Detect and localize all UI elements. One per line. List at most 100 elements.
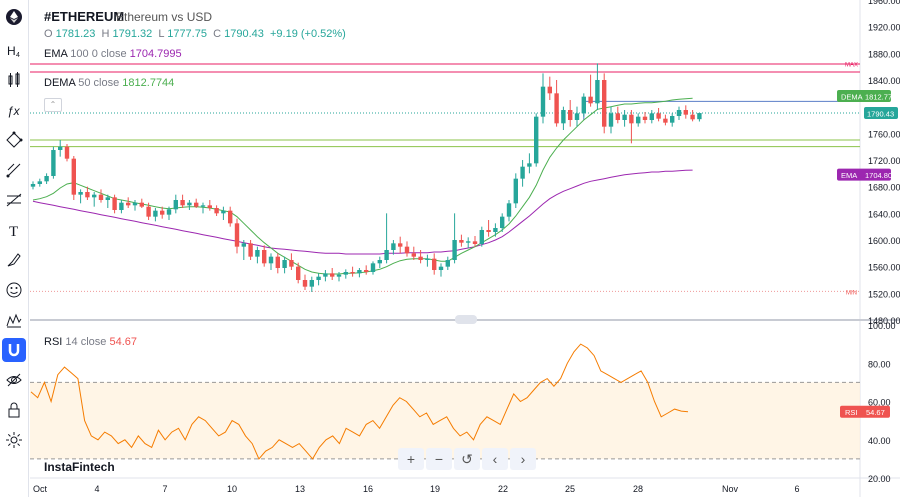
candle-body — [676, 110, 682, 116]
candle-body — [452, 240, 457, 260]
high-value: 1791.32 — [112, 28, 153, 40]
brush-icon[interactable] — [2, 248, 26, 272]
candle-body — [119, 202, 124, 210]
dema-name: DEMA — [44, 77, 76, 89]
candle-body — [309, 280, 314, 287]
zoom-out-button[interactable]: − — [426, 448, 452, 470]
candle-body — [234, 223, 240, 247]
price-tick-label: 1720.00 — [868, 156, 900, 166]
price-tick-label: 1840.00 — [868, 76, 900, 86]
rsi-tag-label: RSI — [845, 408, 858, 417]
rsi-tag — [840, 405, 890, 418]
zoom-in-button[interactable]: + — [398, 448, 424, 470]
candle-body — [534, 116, 539, 164]
candle-body — [418, 256, 423, 260]
ema-legend[interactable]: EMA 100 0 close 1704.7995 — [44, 48, 182, 60]
candle-body — [459, 240, 464, 243]
candle-body — [105, 197, 110, 200]
candle-body — [262, 250, 267, 264]
ema-tag-value: 1704.80 — [865, 171, 892, 180]
low-value: 1777.75 — [167, 28, 207, 40]
candle-body — [64, 146, 70, 159]
candle-body — [588, 96, 593, 104]
candle-body — [92, 194, 97, 198]
candle-body — [554, 93, 559, 124]
rsi-params: 14 close — [65, 336, 107, 348]
rsi-value: 54.67 — [109, 336, 137, 348]
time-tick-label: 25 — [565, 484, 575, 494]
close-label: C — [213, 28, 222, 40]
price-tick-label: 1760.00 — [868, 129, 900, 139]
fib-icon[interactable] — [2, 188, 26, 212]
settings-icon[interactable] — [2, 428, 26, 452]
dema-legend[interactable]: DEMA 50 close 1812.7744 — [44, 77, 174, 89]
reset-view-button[interactable]: ↺ — [454, 448, 480, 470]
scroll-left-button[interactable]: ‹ — [482, 448, 508, 470]
candle-body — [330, 273, 335, 277]
candle-body — [513, 178, 518, 204]
emoji-icon[interactable] — [2, 278, 26, 302]
candle-body — [391, 243, 396, 250]
candle-body — [520, 166, 525, 179]
low-label: L — [158, 28, 165, 40]
last-price-tag — [864, 107, 898, 120]
candle-body — [241, 243, 246, 247]
candle-body — [581, 96, 586, 114]
ema-value: 1704.7995 — [129, 48, 182, 60]
fx-icon[interactable]: ƒx — [2, 98, 26, 122]
candle-body — [194, 202, 199, 207]
candle-body — [126, 202, 131, 206]
pattern-icon[interactable] — [2, 308, 26, 332]
candle-body — [51, 150, 56, 176]
candle-body — [323, 273, 328, 277]
candle-body — [85, 192, 90, 198]
svg-text:ƒx: ƒx — [7, 104, 21, 118]
time-tick-label: 28 — [633, 484, 643, 494]
candle-body — [316, 276, 321, 280]
rsi-tick-label: 80.00 — [868, 359, 891, 369]
ema-params: 100 0 close — [70, 48, 127, 60]
rsi-tick-label: 20.00 — [868, 474, 891, 484]
candles-icon[interactable] — [2, 68, 26, 92]
candle-body — [173, 200, 178, 210]
price-tick-label: 1520.00 — [868, 289, 900, 299]
candle-body — [289, 260, 294, 267]
open-label: O — [44, 28, 53, 40]
text-icon[interactable]: T — [2, 218, 26, 242]
dema-tag — [837, 90, 891, 102]
max-label: MAX — [845, 62, 858, 68]
candle-body — [622, 114, 627, 120]
crosshair-icon[interactable] — [2, 128, 26, 152]
rsi-line — [30, 343, 689, 460]
eye-off-icon[interactable] — [2, 368, 26, 392]
candle-body — [166, 209, 172, 215]
candle-body — [466, 241, 471, 243]
candle-body — [248, 243, 253, 257]
scroll-right-button[interactable]: › — [510, 448, 536, 470]
rsi-legend[interactable]: RSI 14 close 54.67 — [44, 336, 137, 348]
eth-logo-icon[interactable] — [2, 5, 26, 29]
candle-body — [343, 272, 348, 275]
rsi-band-fill — [30, 382, 860, 459]
time-tick-label: Oct — [33, 484, 48, 494]
candle-body — [608, 113, 614, 127]
magnet-icon[interactable] — [2, 338, 26, 362]
dema-line — [32, 97, 693, 275]
candle-body — [425, 258, 430, 260]
candle-body — [132, 202, 138, 206]
trendline-icon[interactable] — [2, 158, 26, 182]
branding-logo: InstaFintech — [44, 460, 115, 474]
last-price-tag-value: 1790.43 — [867, 110, 894, 119]
candle-body — [200, 205, 206, 207]
time-tick-label: 10 — [227, 484, 237, 494]
lock-icon[interactable] — [2, 398, 26, 422]
candle-body — [228, 210, 233, 224]
candle-body — [568, 110, 573, 120]
candle-body — [384, 250, 389, 260]
candle-body — [350, 272, 355, 274]
candle-body — [44, 176, 49, 182]
collapse-legend-button[interactable]: ⌃ — [44, 98, 62, 112]
svg-text:H: H — [7, 44, 16, 58]
